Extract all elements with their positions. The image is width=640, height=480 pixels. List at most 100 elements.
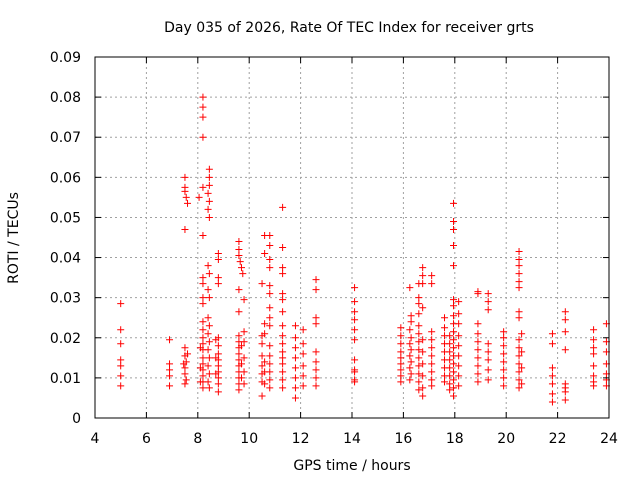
data-point [196, 364, 204, 372]
data-point [515, 256, 523, 264]
data-point [590, 382, 598, 390]
data-point [407, 370, 415, 378]
data-point [199, 384, 207, 392]
data-point [415, 338, 423, 346]
data-point [214, 250, 222, 258]
data-point [205, 370, 213, 378]
data-point [419, 336, 427, 344]
data-point [266, 290, 274, 298]
data-point [199, 372, 207, 380]
data-point [266, 256, 274, 264]
data-point [450, 296, 458, 304]
data-point [312, 276, 320, 284]
data-point [214, 350, 222, 358]
data-point [455, 310, 463, 318]
data-point [291, 394, 299, 402]
data-point [199, 334, 207, 342]
data-point [266, 314, 274, 322]
data-point [515, 336, 523, 344]
data-point [590, 372, 598, 380]
data-point [548, 372, 556, 380]
data-point [279, 296, 287, 304]
data-point [561, 346, 569, 354]
data-point [214, 362, 222, 370]
data-point [266, 376, 274, 384]
data-point [561, 396, 569, 404]
data-point [240, 380, 248, 388]
data-point [419, 384, 427, 392]
data-point [199, 280, 207, 288]
data-point [500, 342, 508, 350]
data-point [397, 354, 405, 362]
data-point [240, 328, 248, 336]
data-point [291, 354, 299, 362]
data-point [415, 310, 423, 318]
x-tick-label: 8 [193, 431, 202, 447]
data-point [204, 262, 212, 270]
data-point [182, 193, 190, 201]
data-point [484, 356, 492, 364]
data-point [397, 348, 405, 356]
data-point [561, 388, 569, 396]
data-point [117, 340, 125, 348]
data-point [299, 350, 307, 358]
data-point [446, 356, 454, 364]
data-point [474, 354, 482, 362]
data-point [279, 340, 287, 348]
data-point [415, 370, 423, 378]
data-point [279, 308, 287, 316]
data-point [406, 376, 414, 384]
data-point [312, 374, 320, 382]
data-point [212, 354, 220, 362]
data-point [484, 306, 492, 314]
data-point [205, 384, 213, 392]
data-point [291, 374, 299, 382]
data-point [199, 133, 207, 141]
x-tick-label: 24 [600, 431, 618, 447]
data-point [518, 330, 526, 338]
data-point [515, 278, 523, 286]
data-point [450, 217, 458, 225]
data-point [406, 364, 414, 372]
y-tick-label: 0.09 [50, 50, 81, 66]
data-point [266, 360, 274, 368]
data-point [312, 382, 320, 390]
data-point [261, 330, 269, 338]
data-point [235, 350, 243, 358]
data-point [455, 342, 463, 350]
data-point [351, 298, 359, 306]
data-point [261, 250, 269, 258]
data-point [279, 354, 287, 362]
data-point [428, 360, 436, 368]
data-point [428, 376, 436, 384]
data-point [239, 270, 247, 278]
y-tick-label: 0.07 [50, 130, 81, 146]
data-point [406, 340, 414, 348]
data-point [484, 366, 492, 374]
data-point [235, 252, 243, 260]
data-point [561, 308, 569, 316]
data-point [237, 360, 245, 368]
data-point [181, 225, 189, 233]
data-point [450, 225, 458, 233]
y-tick-label: 0.06 [50, 170, 81, 186]
x-tick-label: 22 [549, 431, 567, 447]
data-point [205, 338, 213, 346]
data-point [237, 264, 245, 272]
data-point [258, 340, 266, 348]
data-point [474, 362, 482, 370]
data-point [397, 340, 405, 348]
data-point [184, 199, 192, 207]
data-point [415, 362, 423, 370]
data-point [446, 386, 454, 394]
data-point [266, 282, 274, 290]
data-point [590, 362, 598, 370]
data-point [205, 294, 213, 302]
x-tick-label: 10 [240, 431, 258, 447]
data-point [199, 300, 207, 308]
data-point [166, 336, 174, 344]
data-point [214, 274, 222, 282]
x-tick-label: 16 [394, 431, 412, 447]
data-point [117, 326, 125, 334]
data-point [214, 374, 222, 382]
